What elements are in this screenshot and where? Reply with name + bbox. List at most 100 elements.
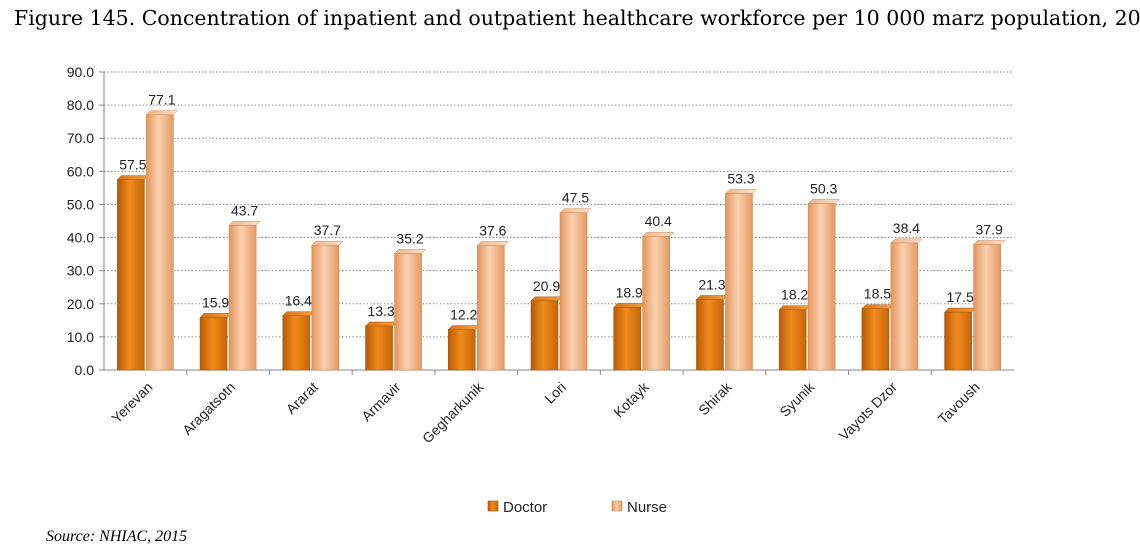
y-tick-label: 90.0 bbox=[67, 64, 94, 80]
bar-doctor bbox=[530, 296, 563, 371]
data-label-nurse: 37.9 bbox=[976, 222, 1003, 238]
bar-top bbox=[944, 307, 977, 313]
bar-body bbox=[447, 329, 476, 371]
legend-label: Nurse bbox=[627, 499, 667, 516]
data-label-doctor: 18.9 bbox=[616, 284, 643, 300]
bar-body bbox=[778, 309, 807, 371]
legend-swatch bbox=[611, 500, 623, 512]
y-tick-labels: 0.0 10.0 20.0 30.0 40.0 50.0 60.0 70.0 80.0 90.0 bbox=[67, 64, 94, 378]
data-label-nurse: 50.3 bbox=[810, 180, 837, 196]
bar-body bbox=[282, 315, 311, 371]
bar-body bbox=[365, 325, 393, 371]
bar-top bbox=[476, 241, 509, 246]
source-note: Source: NHIAC, 2015 bbox=[46, 528, 188, 545]
legend: Doctor Nurse bbox=[487, 499, 667, 516]
bar-body bbox=[807, 203, 836, 371]
x-tick-label: Syunik bbox=[776, 378, 818, 420]
data-label-doctor: 17.5 bbox=[947, 289, 974, 305]
y-tick-label: 80.0 bbox=[67, 97, 94, 113]
bars bbox=[116, 110, 1006, 371]
data-label-doctor: 18.2 bbox=[781, 287, 808, 303]
bar-nurse bbox=[890, 238, 923, 371]
bar-top bbox=[116, 175, 149, 180]
x-tick-label: Yerevan bbox=[108, 379, 155, 426]
bar-nurse bbox=[145, 110, 178, 371]
bar-nurse bbox=[476, 241, 509, 371]
bar-top bbox=[890, 238, 923, 244]
bar-doctor bbox=[447, 325, 480, 371]
y-tick-label: 10.0 bbox=[67, 329, 94, 345]
bar-body bbox=[613, 307, 642, 371]
bar-body bbox=[944, 311, 972, 371]
bar-doctor bbox=[861, 304, 894, 371]
x-tick-label: Armavir bbox=[358, 379, 404, 425]
bar-top bbox=[447, 325, 480, 330]
x-tick-labels: Yerevan Aragatsotn Ararat Armavir Gegharkuni… bbox=[108, 378, 983, 446]
figure-title: Figure 145. Concentration of inpatient a… bbox=[14, 6, 1140, 30]
data-label-doctor: 21.3 bbox=[698, 276, 725, 292]
data-label-doctor: 15.9 bbox=[202, 294, 229, 310]
bar-top bbox=[199, 313, 232, 318]
bar-doctor bbox=[613, 303, 646, 371]
bar-body bbox=[861, 308, 890, 371]
bar-body bbox=[973, 244, 1001, 371]
bar-doctor bbox=[778, 305, 811, 371]
x-tick-label: Tavoush bbox=[935, 379, 983, 427]
bar-top bbox=[282, 311, 315, 316]
bar-top bbox=[530, 296, 563, 302]
y-tick-label: 0.0 bbox=[75, 362, 95, 378]
bar-top bbox=[228, 221, 261, 226]
bar-top bbox=[311, 240, 344, 246]
data-label-nurse: 53.3 bbox=[727, 171, 754, 187]
data-label-nurse: 77.1 bbox=[148, 92, 175, 108]
bar-body bbox=[890, 242, 919, 371]
legend-label: Doctor bbox=[503, 499, 547, 516]
data-label-doctor: 16.4 bbox=[285, 293, 312, 309]
data-label-doctor: 57.5 bbox=[119, 157, 146, 173]
bar-nurse bbox=[559, 208, 592, 371]
bar-top bbox=[861, 304, 894, 309]
data-label-nurse: 37.7 bbox=[314, 222, 341, 238]
bar-body bbox=[199, 317, 228, 371]
bar-nurse bbox=[807, 199, 840, 371]
data-label-doctor: 13.3 bbox=[367, 303, 394, 319]
data-label-doctor: 18.5 bbox=[864, 286, 891, 302]
bar-nurse bbox=[724, 189, 758, 371]
x-tick-label: Kotayk bbox=[610, 378, 652, 420]
bar-nurse bbox=[973, 240, 1006, 371]
x-tick-label: Aragatsotn bbox=[179, 379, 238, 438]
bar-body bbox=[394, 253, 422, 371]
bar-nurse bbox=[642, 231, 675, 371]
x-tick-label: Lori bbox=[541, 379, 569, 407]
bar-top bbox=[393, 249, 427, 254]
bar-body bbox=[559, 212, 588, 371]
bar-doctor bbox=[282, 311, 315, 371]
bar-body bbox=[311, 244, 340, 371]
data-label-nurse: 47.5 bbox=[562, 190, 589, 206]
data-labels: 57.5 77.1 15.9 43.7 16.4 37.7 13.3 35.2 12.2 37.6… bbox=[119, 92, 1003, 323]
data-label-doctor: 12.2 bbox=[450, 307, 477, 323]
bar-top bbox=[695, 295, 729, 300]
legend-item-nurse: Nurse bbox=[611, 499, 667, 516]
x-tick-label: Gegharkunik bbox=[419, 378, 487, 446]
bar-top bbox=[145, 110, 178, 115]
x-tick-label: Vayots Dzor bbox=[836, 379, 901, 444]
bar-body bbox=[117, 179, 145, 371]
data-label-nurse: 40.4 bbox=[645, 213, 672, 229]
bar-doctor bbox=[199, 313, 232, 371]
bar-nurse bbox=[311, 240, 344, 371]
y-tick-label: 20.0 bbox=[67, 296, 94, 312]
data-label-nurse: 38.4 bbox=[893, 220, 920, 236]
bar-nurse bbox=[393, 249, 427, 371]
bar-body bbox=[696, 299, 724, 371]
bar-doctor bbox=[116, 175, 149, 371]
bar-nurse bbox=[228, 221, 261, 371]
bar-body bbox=[642, 235, 671, 371]
bar-top bbox=[724, 189, 758, 194]
y-tick-label: 40.0 bbox=[67, 230, 94, 246]
y-tick-label: 50.0 bbox=[67, 196, 94, 212]
legend-swatch bbox=[487, 500, 499, 512]
x-tick-label: Shirak bbox=[695, 378, 735, 418]
bar-top bbox=[973, 240, 1006, 245]
